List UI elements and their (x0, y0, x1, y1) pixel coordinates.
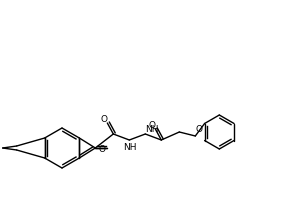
Text: NH: NH (124, 142, 137, 152)
Text: NH: NH (146, 126, 159, 134)
Text: O: O (101, 114, 108, 123)
Text: O: O (99, 146, 106, 154)
Text: O: O (149, 120, 156, 130)
Text: O: O (196, 124, 203, 134)
